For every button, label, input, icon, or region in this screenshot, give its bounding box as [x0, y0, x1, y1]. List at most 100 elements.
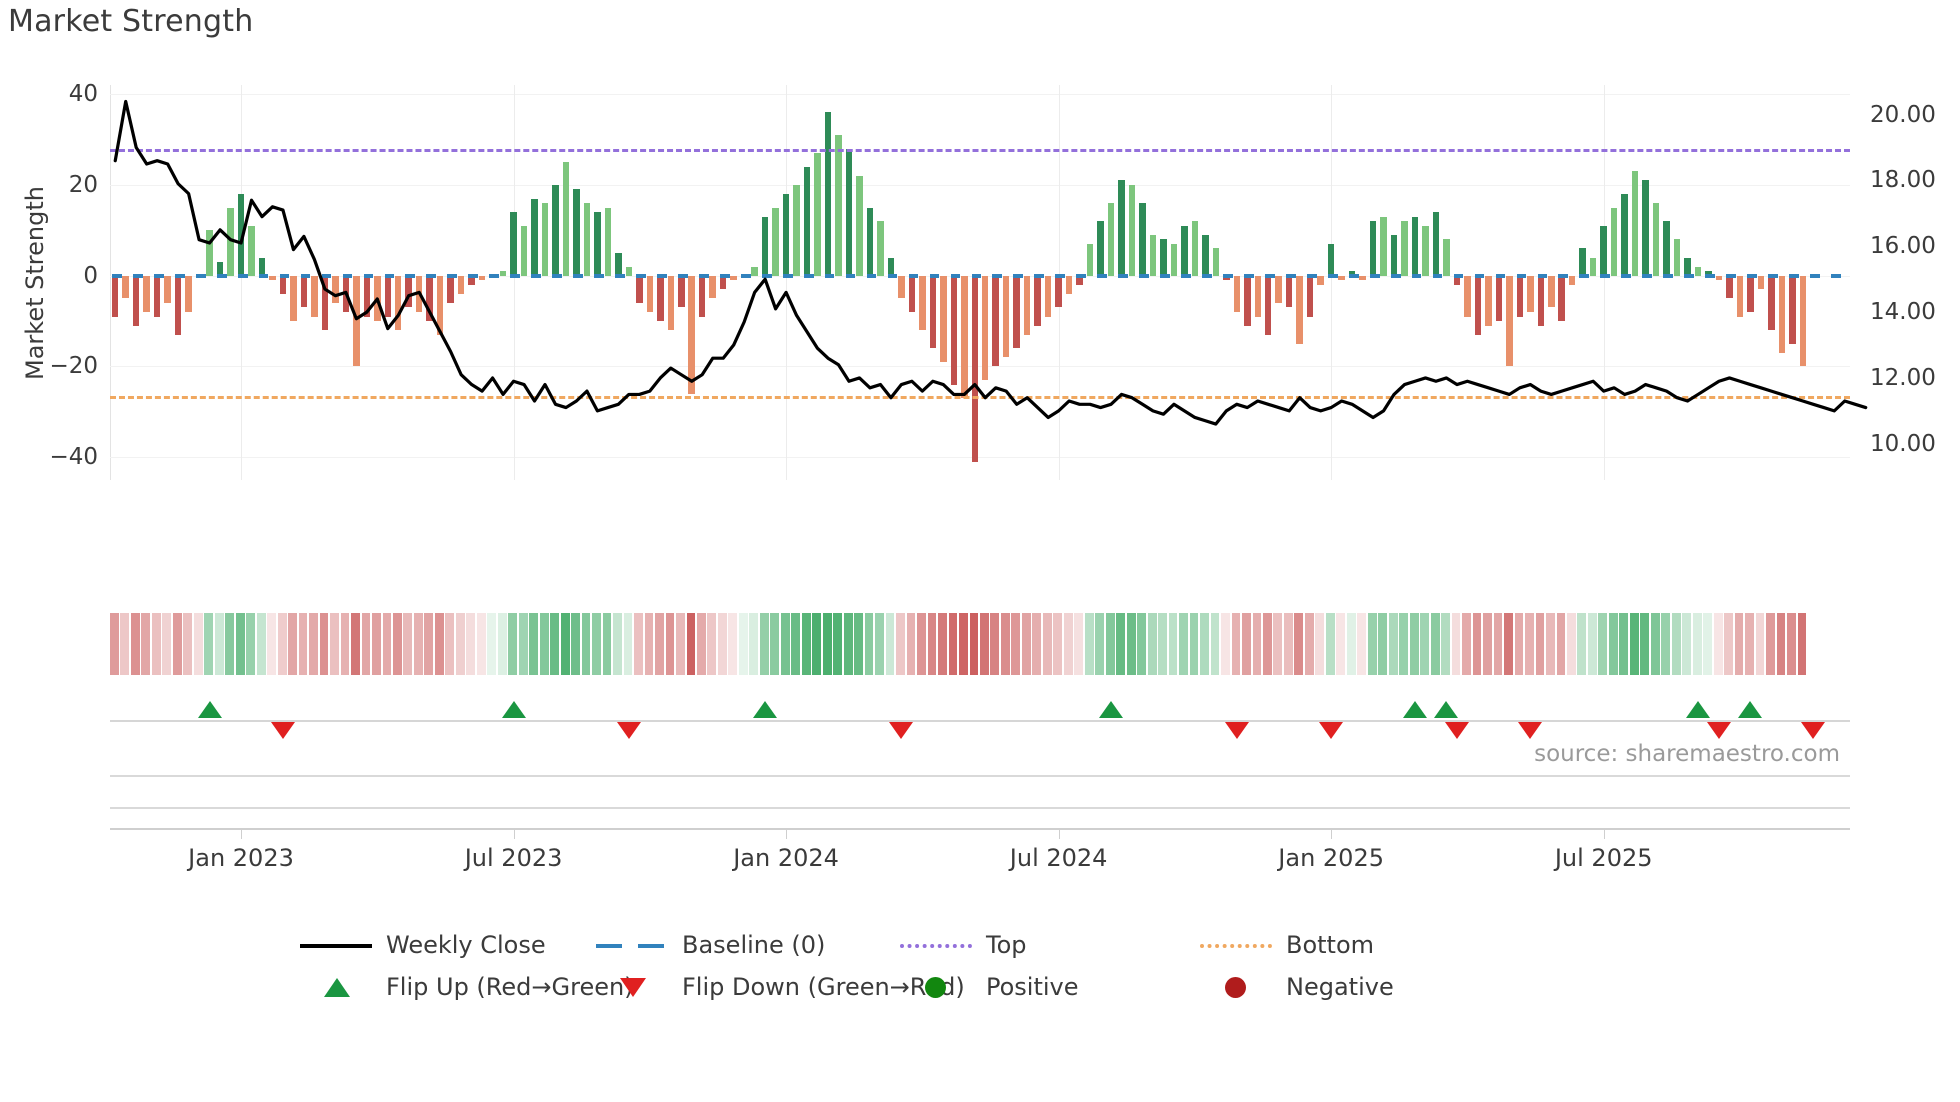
heatmap-cell	[1504, 613, 1513, 675]
heatmap-cell	[696, 613, 706, 675]
positive-bar	[227, 207, 234, 276]
heatmap-cell	[1231, 613, 1241, 675]
positive-bar	[814, 153, 821, 276]
baseline-dash	[1810, 273, 1820, 278]
heatmap-cell	[403, 613, 413, 675]
vertical-gridline	[513, 85, 515, 480]
baseline-dash	[363, 273, 374, 278]
baseline-dash	[1768, 273, 1778, 278]
heatmap-cell	[235, 613, 245, 675]
negative-bar	[1516, 275, 1524, 317]
legend-item[interactable]: Positive	[900, 967, 1079, 1007]
heatmap-cell	[1126, 613, 1136, 675]
positive-bar	[856, 175, 863, 276]
positive-bar	[1086, 243, 1094, 276]
heatmap-cell	[1703, 613, 1713, 675]
baseline-dash	[845, 273, 856, 278]
heatmap-cell	[539, 613, 549, 675]
y-axis-right-tick: 16.00	[1870, 233, 1936, 260]
flip-down-marker	[889, 722, 914, 739]
y-axis-left-tick: 40	[68, 81, 98, 108]
positive-bar	[237, 193, 245, 276]
plot-frame	[110, 85, 1850, 480]
heatmap-cell	[1724, 613, 1733, 675]
heatmap-cell	[110, 613, 119, 675]
heatmap-cell	[172, 613, 182, 675]
positive-bar	[604, 207, 612, 276]
heatmap-cell	[1116, 613, 1126, 675]
negative-bar	[395, 275, 402, 331]
negative-bar	[363, 275, 371, 317]
legend-label: Top	[986, 931, 1027, 959]
baseline-dash	[1244, 273, 1254, 278]
negative-bar	[678, 275, 685, 308]
negative-bar	[940, 275, 947, 362]
baseline-dash	[908, 273, 919, 278]
gridline	[110, 366, 1850, 368]
heatmap-cell	[413, 613, 423, 675]
heatmap-cell	[959, 613, 968, 675]
heatmap-cell	[560, 613, 570, 675]
heatmap-cell	[1053, 613, 1063, 675]
baseline-dash	[887, 273, 898, 278]
gridline	[110, 184, 1850, 186]
positive-bar	[1432, 212, 1440, 276]
negative-bar	[279, 275, 287, 294]
baseline-dash	[698, 273, 709, 278]
baseline-dash	[1600, 273, 1611, 278]
heatmap-cell	[676, 613, 685, 675]
legend-item[interactable]: Bottom	[1200, 925, 1374, 965]
legend-item[interactable]: Weekly Close	[300, 925, 546, 965]
negative-bar	[1002, 275, 1010, 358]
legend-item[interactable]: Baseline (0)	[596, 925, 825, 965]
heatmap-cell	[1032, 613, 1042, 675]
heatmap-cell	[1325, 613, 1335, 675]
baseline-dash	[426, 273, 437, 278]
flip-up-marker	[1403, 701, 1427, 718]
negative-bar	[1359, 275, 1366, 281]
heatmap-cell	[298, 613, 308, 675]
negative-bar	[709, 275, 716, 299]
heatmap-cell	[1619, 613, 1629, 675]
heatmap-cell	[1210, 613, 1220, 675]
baseline-dash	[1432, 273, 1443, 278]
negative-bar	[332, 275, 339, 303]
negative-bar	[353, 275, 360, 367]
negative-bar	[919, 275, 926, 331]
gridline	[110, 457, 1850, 459]
negative-bar	[1223, 275, 1230, 281]
negative-bar	[468, 275, 475, 285]
heatmap-cell	[183, 613, 193, 675]
positive-bar	[510, 212, 517, 276]
heatmap-cell	[644, 613, 654, 675]
baseline-dash	[1726, 273, 1736, 278]
legend-item[interactable]: Flip Down (Green→Red)	[596, 967, 965, 1007]
baseline-dash	[824, 273, 835, 278]
baseline-dash	[1076, 273, 1087, 278]
heatmap-cell	[1692, 613, 1702, 675]
heatmap-cell	[1661, 613, 1671, 675]
negative-bar	[321, 275, 329, 331]
legend-item[interactable]: Flip Up (Red→Green)	[300, 967, 634, 1007]
negative-bar	[898, 275, 905, 299]
heatmap-cell	[361, 613, 371, 675]
positive-bar	[1191, 221, 1199, 276]
heatmap-cell	[518, 613, 528, 675]
positive-bar	[877, 221, 884, 276]
legend-item[interactable]: Negative	[1200, 967, 1394, 1007]
heatmap-cell	[1713, 613, 1723, 675]
heatmap-cell	[1535, 613, 1545, 675]
heatmap-cell	[1420, 613, 1430, 675]
legend-item[interactable]: Top	[900, 925, 1027, 965]
positive-bar	[1589, 257, 1597, 276]
heatmap-cell	[529, 613, 539, 675]
heatmap-cell	[1000, 613, 1010, 675]
circle-icon	[900, 977, 972, 998]
heatmap-cell	[1179, 613, 1188, 675]
negative-bar	[436, 275, 444, 335]
dashed-line-icon	[596, 935, 668, 955]
flip-down-marker	[616, 722, 641, 739]
heatmap-cell	[1095, 613, 1105, 675]
heatmap-cell	[980, 613, 989, 675]
x-axis-tick-label: Jan 2023	[188, 844, 294, 872]
